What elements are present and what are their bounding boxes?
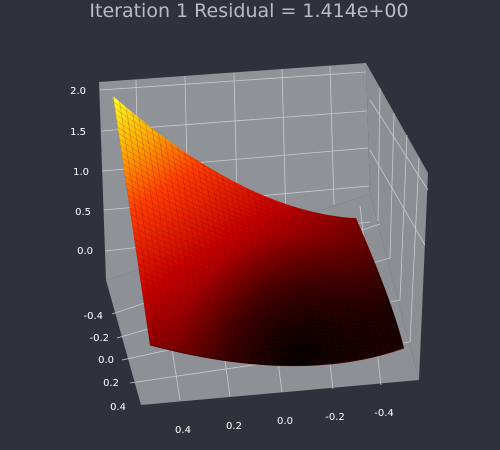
surface-mesh-line: [121, 151, 366, 248]
surface-mesh-line: [146, 319, 400, 349]
x-tick-label: 0.0: [277, 416, 293, 427]
surface-mesh-line: [141, 288, 393, 326]
z-tick-label: 2.0: [70, 86, 86, 97]
y-axis-ticks: -0.4 -0.2 0.0 0.2 0.4: [83, 311, 126, 413]
surface-mesh-line: [333, 205, 386, 353]
surface-mesh-line: [148, 107, 189, 356]
surface-mesh-line: [144, 307, 397, 339]
surface-mesh-line: [130, 101, 170, 351]
surface-mesh-line: [190, 123, 233, 365]
surface-mesh-line: [140, 282, 392, 322]
surface-mesh-line: [132, 226, 381, 287]
surface-mesh-line: [139, 276, 391, 318]
surface-mesh-line: [136, 257, 387, 306]
surface-mesh-line: [339, 209, 392, 352]
surface-mesh-line: [127, 195, 375, 271]
x-tick-label: 0.4: [175, 425, 191, 436]
surface-mesh-line: [136, 103, 176, 353]
surface-mesh-line: [130, 214, 378, 281]
surface-mesh-line: [160, 112, 202, 359]
surface-mesh-line: [166, 114, 208, 361]
surface-mesh-line: [172, 116, 214, 362]
x-axis-ticks: 0.4 0.2 0.0 -0.2 -0.4: [175, 408, 394, 436]
surface-mesh-line: [327, 201, 379, 355]
x-tick-label: -0.4: [374, 408, 394, 419]
residual-surface: [113, 96, 405, 367]
surface-mesh-line: [196, 126, 240, 366]
surface-dark-basin: [113, 96, 404, 366]
surface-mesh-line: [124, 99, 163, 349]
surface-mesh-line: [131, 220, 380, 284]
y-tick-label: 0.0: [98, 355, 114, 366]
chart-title: Iteration 1 Residual = 1.414e+00: [89, 0, 408, 22]
surface-mesh-line: [142, 294, 395, 331]
surface-mesh-line: [115, 114, 358, 228]
surface-front-edge: [149, 344, 405, 367]
surface-mesh-line: [345, 213, 398, 350]
surface-mesh-line: [137, 263, 388, 310]
surface-mesh-line: [143, 301, 396, 335]
surface-mesh-line: [124, 176, 371, 261]
surface-mesh-line: [178, 118, 221, 363]
surface-mesh-line: [135, 245, 385, 298]
surface-mesh-line: [184, 121, 227, 364]
surface-mesh-line: [125, 182, 372, 264]
surface-mesh-line: [309, 189, 360, 360]
surface-mesh-line: [134, 238, 383, 295]
surface-mesh-line: [315, 193, 367, 358]
z-tick-label: 1.5: [70, 127, 86, 138]
surface-mesh-line: [148, 338, 403, 362]
surface-mesh-line: [117, 126, 361, 235]
surface-mesh-line: [122, 158, 367, 251]
surface-mesh-line: [123, 164, 368, 254]
surface-mesh-line: [351, 217, 404, 349]
surface-mesh-line: [133, 232, 382, 291]
surface-mesh-line: [119, 139, 363, 241]
surface-mesh-line: [148, 332, 402, 358]
surface-mesh-line: [123, 170, 370, 258]
surface-mesh-line: [142, 105, 182, 354]
surface-mesh-line: [147, 326, 401, 353]
x-tick-label: -0.2: [325, 412, 345, 423]
surface-mesh-line: [129, 207, 377, 277]
surface-mesh-line: [116, 120, 360, 232]
surface-mesh-line: [138, 270, 390, 314]
surface-mesh-line: [297, 181, 348, 362]
y-tick-label: 0.4: [110, 402, 126, 413]
x-tick-label: 0.2: [226, 421, 242, 432]
surface-mesh-line: [303, 185, 354, 361]
z-tick-label: 0.5: [75, 207, 91, 218]
surface-mesh-line: [202, 128, 246, 366]
surface-mesh-line: [126, 189, 373, 267]
surface-mesh-line: [120, 145, 365, 245]
surface-mesh-line: [145, 313, 398, 344]
z-axis-ticks: 2.0 1.5 1.0 0.5 0.0: [70, 86, 93, 257]
surface-mesh-line: [136, 251, 386, 302]
y-tick-label: 0.2: [103, 378, 119, 389]
y-tick-label: -0.4: [83, 311, 103, 322]
y-tick-label: -0.2: [89, 333, 109, 344]
surface-mesh-line: [154, 109, 195, 358]
z-tick-label: 0.0: [77, 246, 93, 257]
right-wall-pane: [366, 63, 428, 380]
z-tick-label: 1.0: [73, 167, 89, 178]
surface-mesh-line: [118, 133, 362, 238]
surface-mesh-line: [128, 201, 376, 274]
surface-mesh-line: [118, 97, 157, 347]
surface-mesh-line: [321, 197, 373, 357]
